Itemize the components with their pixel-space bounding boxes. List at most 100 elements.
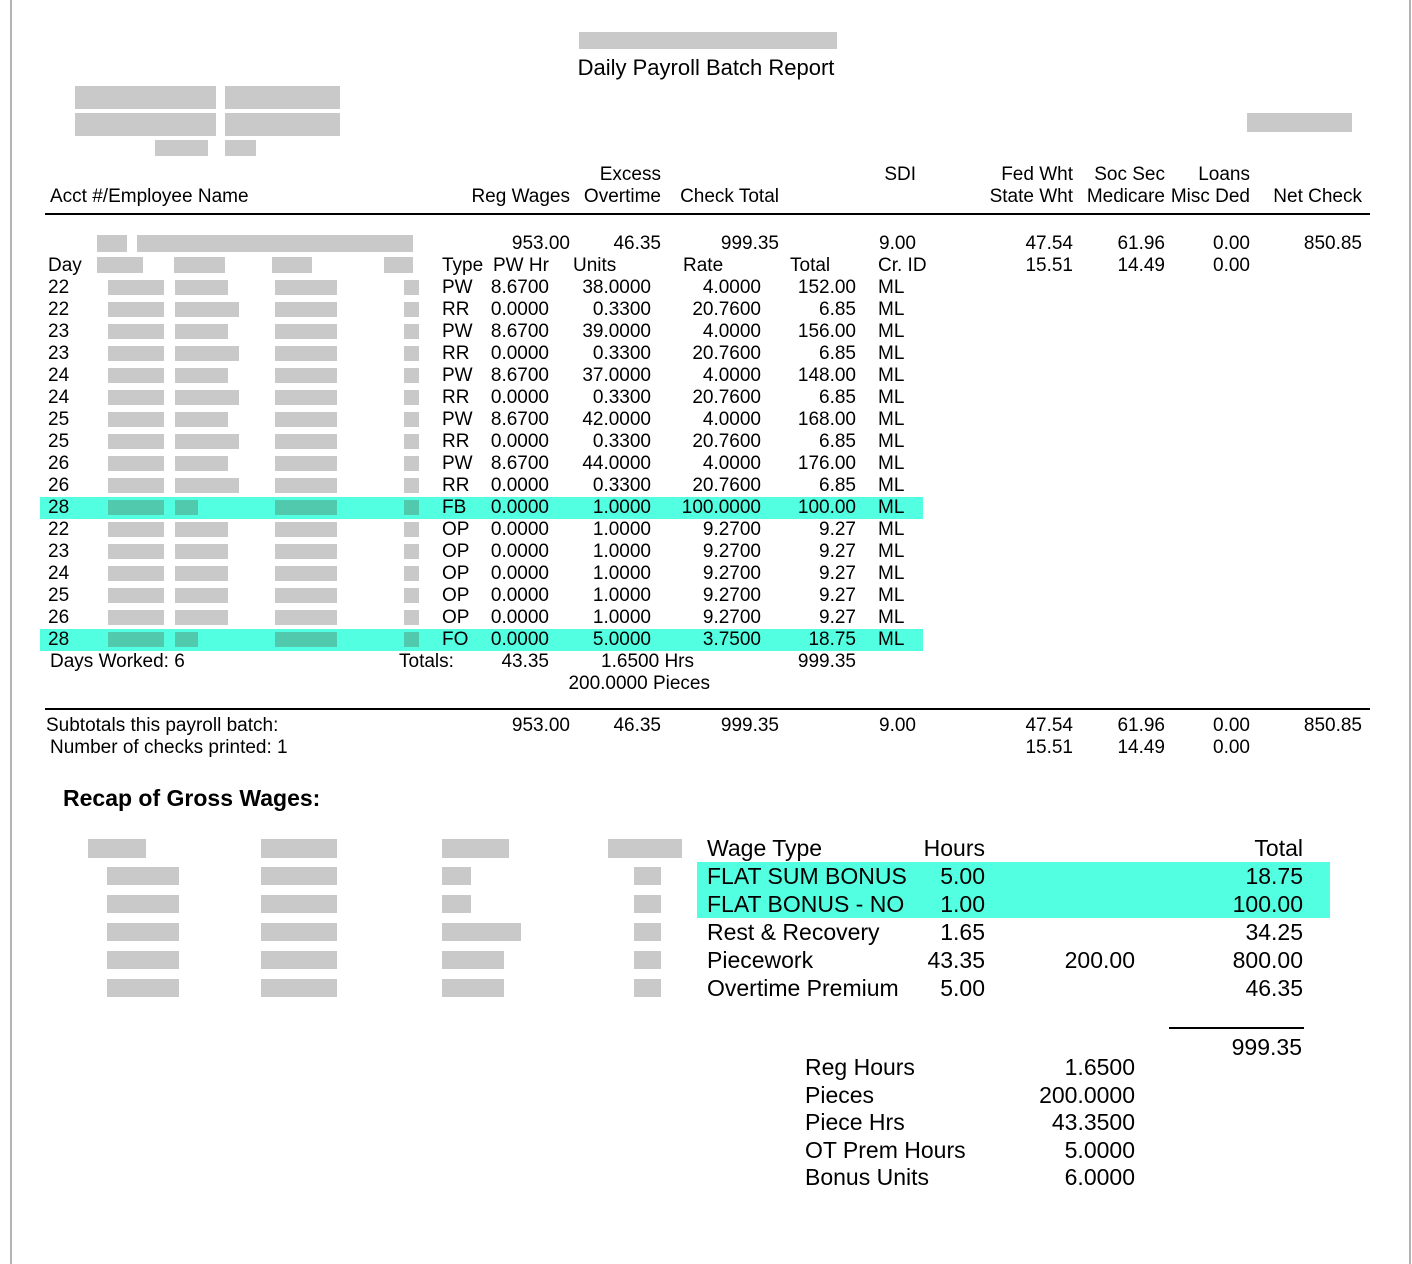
redacted-recap-field (442, 895, 471, 913)
stat-label: OT Prem Hours (805, 1137, 966, 1163)
cell-day: 25 (48, 409, 70, 430)
redacted-recap-field (261, 839, 337, 858)
redacted-field (108, 566, 164, 581)
redacted-field (175, 302, 239, 317)
redacted-field (175, 324, 228, 339)
cell-pw-hr: 0.0000 (490, 431, 549, 452)
day-subheader-row: Day Type PW Hr Units Rate Total Cr. ID 1… (0, 255, 1412, 277)
cell-wage-type: FLAT SUM BONUS (707, 863, 907, 889)
cell-pw-hr: 8.6700 (490, 365, 549, 386)
redacted-field (108, 324, 164, 339)
redacted-field (175, 280, 228, 295)
redacted-field (275, 346, 337, 361)
stat-value: 1.6500 (1064, 1054, 1135, 1080)
cell-soc-sec: 61.96 (1117, 233, 1165, 254)
redacted-field (175, 500, 198, 515)
page-left-edge (10, 0, 12, 1264)
redacted-recap-field (107, 979, 179, 997)
page-title: Daily Payroll Batch Report (577, 55, 835, 80)
cell-pw-hr: 0.0000 (490, 585, 549, 606)
cell-wage-type-code: OP (442, 563, 470, 584)
cell-units: 0.3300 (592, 431, 651, 452)
stat-value: 43.3500 (1051, 1109, 1135, 1135)
cell-wage-type: Rest & Recovery (707, 919, 880, 945)
cell-misc-ded: 0.00 (1213, 737, 1250, 758)
cell-wage-type-code: PW (442, 365, 473, 386)
redacted-subheader (384, 257, 413, 273)
subtotals-label: Subtotals this payroll batch: (46, 715, 279, 736)
redacted-field (108, 632, 164, 647)
cell-units: 0.3300 (592, 387, 651, 408)
cell-rate: 9.2700 (702, 607, 761, 628)
cell-overtime: 46.35 (613, 715, 661, 736)
cell-medicare: 14.49 (1117, 255, 1165, 276)
subheader-cr-id: Cr. ID (878, 255, 927, 276)
cell-total: 34.25 (1245, 919, 1303, 945)
payroll-detail-row: 22 RR 0.0000 0.3300 20.7600 6.85 ML (0, 299, 1412, 321)
cell-day: 22 (48, 299, 70, 320)
redacted-field (275, 610, 337, 625)
redacted-report-subtitle (579, 32, 837, 49)
redacted-field (175, 390, 239, 405)
cell-day: 24 (48, 563, 70, 584)
recap-wage-row: Piecework 43.35 200.00 800.00 (0, 946, 1412, 974)
stat-value: 5.0000 (1064, 1137, 1135, 1163)
subtotal-divider (45, 708, 1370, 710)
cell-net-check: 850.85 (1303, 715, 1362, 736)
col-header-state-wht: State Wht (989, 186, 1073, 207)
cell-total: 9.27 (819, 585, 856, 606)
cell-wage-type-code: OP (442, 607, 470, 628)
cell-wage-type-code: OP (442, 585, 470, 606)
recap-total-divider (1169, 1027, 1304, 1029)
cell-day: 23 (48, 343, 70, 364)
redacted-subheader (272, 257, 312, 273)
recap-header-total: Total (1254, 835, 1303, 861)
redacted-company-line (225, 140, 256, 156)
redacted-recap-field (261, 951, 337, 969)
cell-day: 24 (48, 387, 70, 408)
payroll-detail-row: 25 OP 0.0000 1.0000 9.2700 9.27 ML (0, 585, 1412, 607)
cell-units: 37.0000 (582, 365, 651, 386)
payroll-detail-row: 28 FB 0.0000 1.0000 100.0000 100.00 ML (0, 497, 1412, 519)
col-header-loans: Loans (1198, 164, 1250, 185)
cell-rate: 20.7600 (692, 387, 761, 408)
cell-cr-id: ML (878, 431, 905, 452)
recap-grand-total: 999.35 (1231, 1034, 1302, 1060)
redacted-field (175, 588, 228, 603)
payroll-detail-row: 28 FO 0.0000 5.0000 3.7500 18.75 ML (0, 629, 1412, 651)
redacted-recap-field (634, 923, 661, 941)
recap-wage-row: Rest & Recovery 1.65 34.25 (0, 918, 1412, 946)
redacted-field (175, 434, 239, 449)
redacted-field (275, 522, 337, 537)
redacted-field (108, 588, 164, 603)
cell-rate: 20.7600 (692, 475, 761, 496)
cell-wage-type-code: FO (442, 629, 469, 650)
redacted-field (108, 346, 164, 361)
redacted-field (275, 368, 337, 383)
redacted-page-info (1247, 113, 1352, 132)
redacted-field (175, 522, 228, 537)
cell-cr-id: ML (878, 409, 905, 430)
cell-day: 24 (48, 365, 70, 386)
redacted-field (275, 588, 337, 603)
cell-wage-type-code: RR (442, 431, 470, 452)
cell-hours: 5.00 (940, 975, 985, 1001)
redacted-field (175, 456, 228, 471)
redacted-field (175, 610, 228, 625)
cell-net-check: 850.85 (1303, 233, 1362, 254)
cell-total: 176.00 (797, 453, 856, 474)
cell-total: 46.35 (1245, 975, 1303, 1001)
cell-pw-hr: 0.0000 (490, 563, 549, 584)
cell-cr-id: ML (878, 343, 905, 364)
cell-pw-hr: 0.0000 (490, 607, 549, 628)
cell-day: 25 (48, 431, 70, 452)
cell-hours: 1.65 (940, 919, 985, 945)
redacted-field (108, 412, 164, 427)
cell-wage-type-code: PW (442, 453, 473, 474)
cell-rate: 4.0000 (702, 321, 761, 342)
cell-units: 5.0000 (592, 629, 651, 650)
cell-pieces-total: 200.0000 Pieces (568, 673, 710, 694)
col-header-medicare: Medicare (1086, 186, 1165, 207)
col-header-misc-ded: Misc Ded (1170, 186, 1250, 207)
